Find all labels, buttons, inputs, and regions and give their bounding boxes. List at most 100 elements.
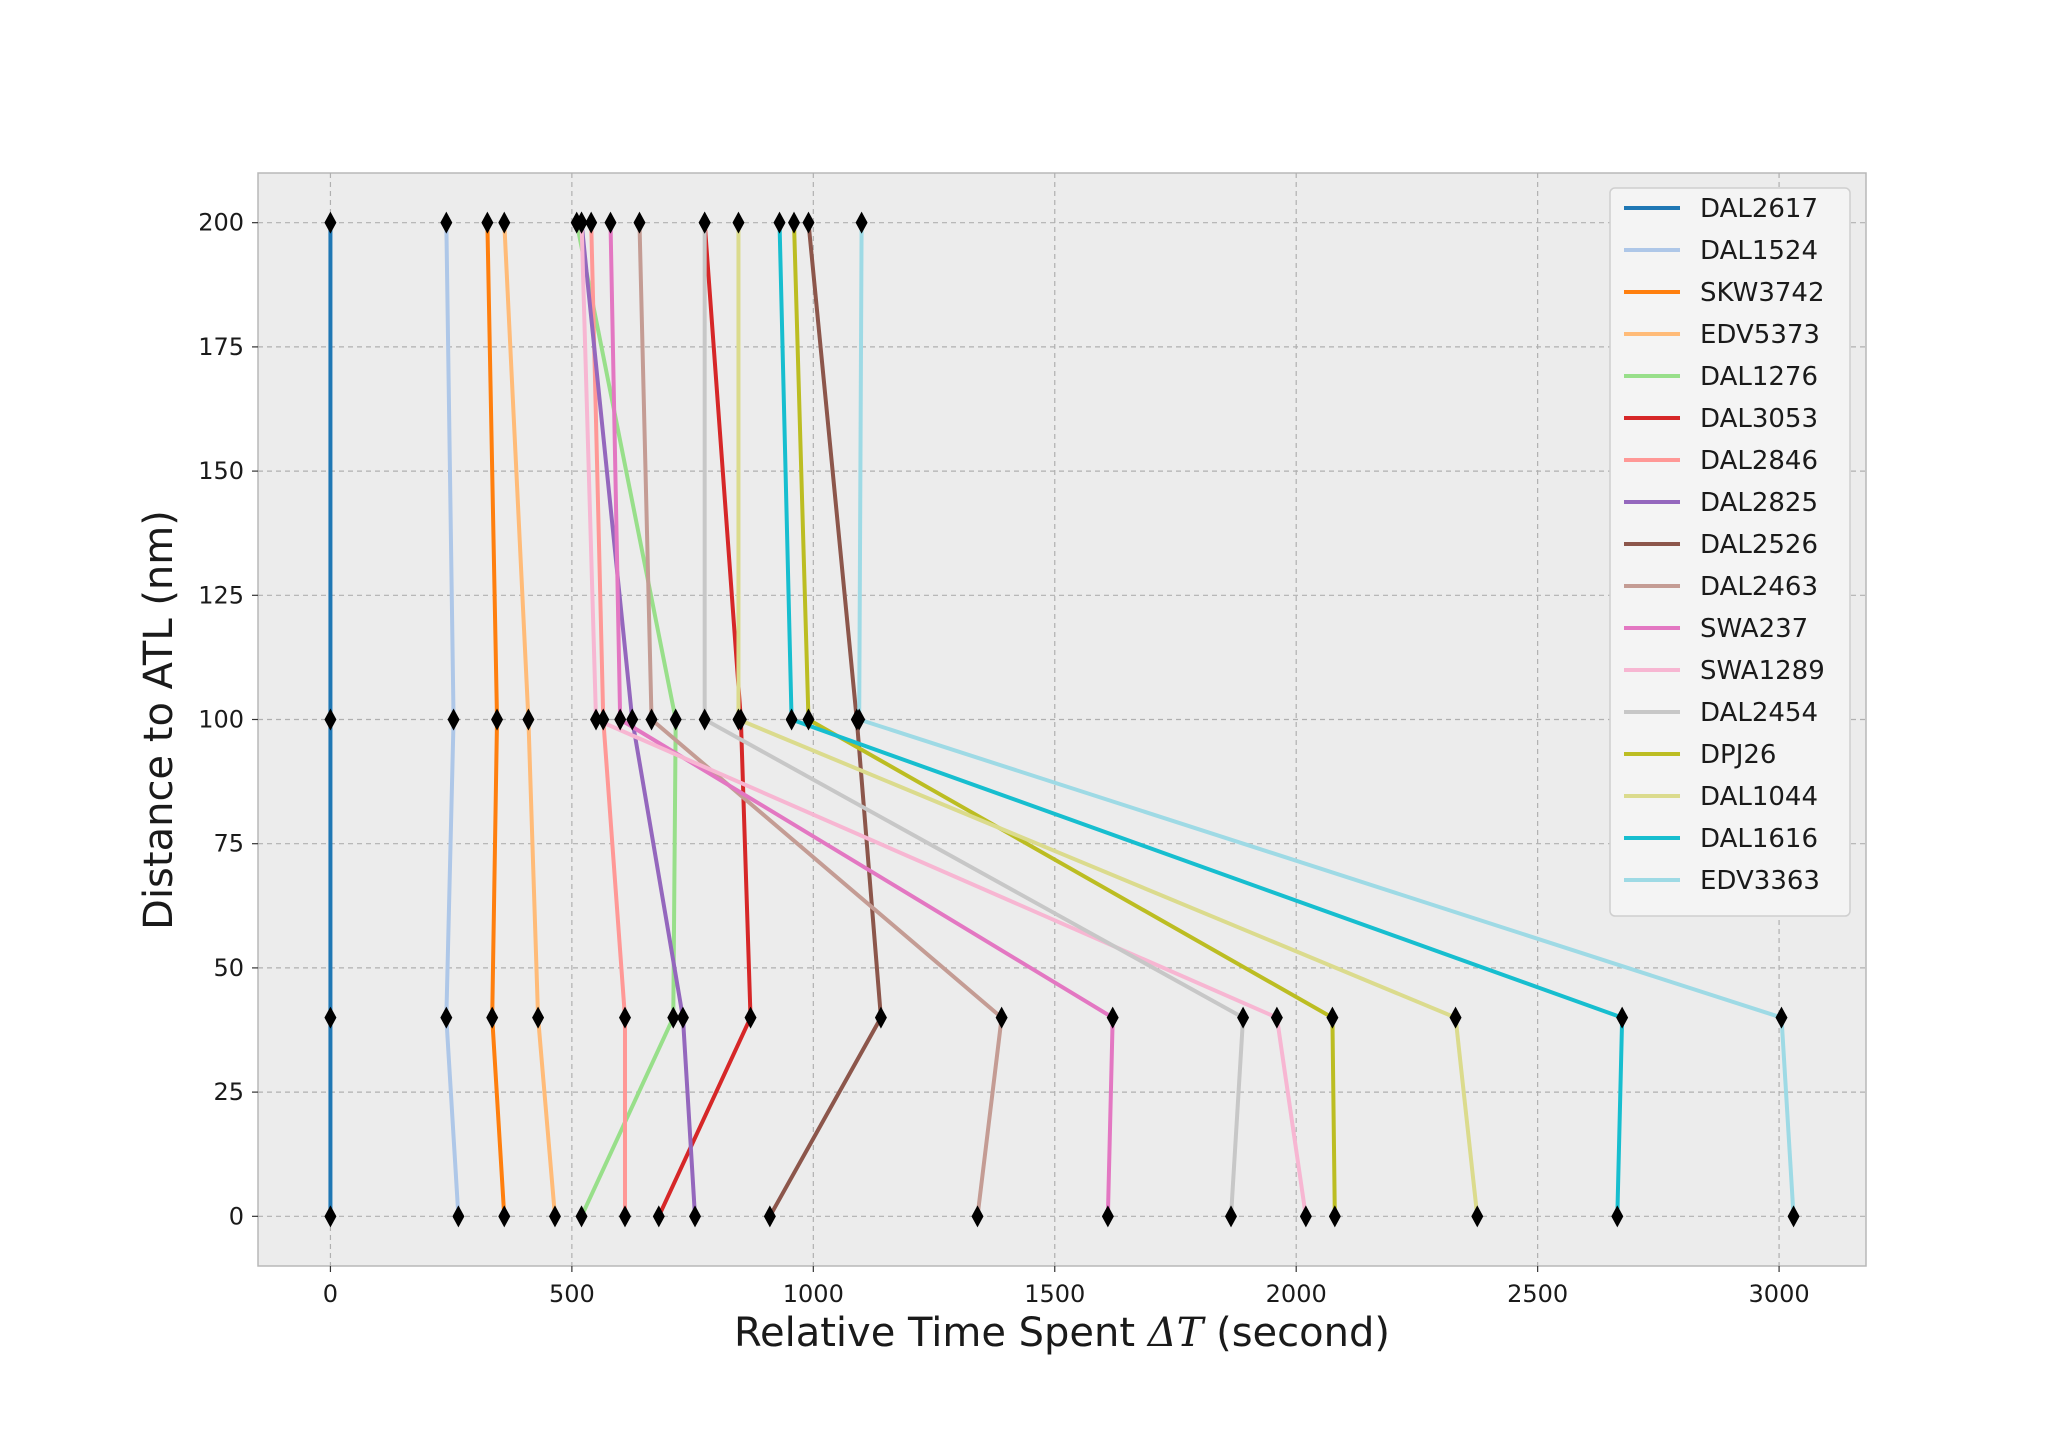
data-point-dal2454 (698, 211, 711, 234)
x-axis-label: Relative Time Spent ΔT (second) (734, 1310, 1390, 1356)
data-point-dal2846 (597, 708, 610, 731)
data-point-dal1044 (732, 211, 745, 234)
data-point-dal2463 (633, 211, 646, 234)
y-tick-label: 0 (229, 1202, 244, 1230)
data-point-dal2617 (324, 1006, 337, 1029)
data-point-dal2846 (618, 1205, 631, 1228)
x-tick-label: 1500 (1024, 1280, 1085, 1308)
data-point-edv3363 (855, 211, 868, 234)
data-point-skw3742 (498, 1205, 511, 1228)
data-point-skw3742 (481, 211, 494, 234)
data-point-dal1044 (732, 708, 745, 731)
data-point-dal2526 (874, 1006, 887, 1029)
data-point-skw3742 (486, 1006, 499, 1029)
x-tick-label: 2000 (1266, 1280, 1327, 1308)
legend-label: DPJ26 (1700, 740, 1776, 770)
legend-label: SWA237 (1700, 614, 1808, 644)
data-point-dal2617 (324, 708, 337, 731)
y-axis-label: Distance to ATL (nm) (136, 510, 182, 930)
series-line-swa1289 (579, 222, 1308, 1217)
y-axis-ticks: 0 25 50 75 100 125 150 175 200 (198, 209, 258, 1230)
data-point-dal2825 (689, 1205, 702, 1228)
legend-label: DAL2846 (1700, 446, 1818, 476)
series-line-edv3363 (857, 222, 1796, 1217)
data-point-dal1276 (667, 1006, 680, 1029)
data-point-dal1524 (447, 708, 460, 731)
data-point-dal1616 (1611, 1205, 1624, 1228)
y-tick-label: 25 (213, 1078, 244, 1106)
data-point-swa1289 (1299, 1205, 1312, 1228)
data-point-dal1276 (669, 708, 682, 731)
legend-frame (1609, 187, 1851, 917)
x-tick-label: 2500 (1507, 1280, 1568, 1308)
legend-label: DAL1276 (1700, 362, 1818, 392)
data-point-dal1044 (1449, 1006, 1462, 1029)
series-lines (328, 222, 1796, 1218)
data-point-dal1616 (1616, 1006, 1629, 1029)
x-tick-label: 3000 (1749, 1280, 1810, 1308)
data-point-dal2526 (763, 1205, 776, 1228)
data-point-swa237 (1106, 1006, 1119, 1029)
series-line-dal2454 (702, 222, 1246, 1217)
legend-label: DAL1044 (1700, 782, 1818, 812)
legend-label: SWA1289 (1700, 656, 1825, 686)
legend-label: DAL1616 (1700, 824, 1818, 854)
legend-label: SKW3742 (1700, 278, 1825, 308)
data-point-dal2617 (324, 211, 337, 234)
series-line-edv5373 (502, 222, 557, 1217)
legend-label: DAL2463 (1700, 572, 1818, 602)
x-tick-label: 500 (549, 1280, 595, 1308)
series-line-dal1524 (444, 222, 461, 1217)
data-point-dal3053 (652, 1205, 665, 1228)
data-point-dal1524 (440, 1006, 453, 1029)
series-line-dal2846 (589, 222, 627, 1217)
x-axis-ticks: 0 500 1000 1500 2000 2500 3000 (323, 1266, 1810, 1308)
legend-label: DAL2825 (1700, 488, 1818, 518)
y-tick-label: 50 (213, 954, 244, 982)
legend-label: EDV3363 (1700, 866, 1820, 896)
legend: DAL2617 DAL1524 SKW3742 EDV5373 DAL1276 DAL30… (1609, 187, 1851, 917)
data-point-dal2846 (585, 211, 598, 234)
data-point-edv3363 (1775, 1006, 1788, 1029)
x-axis-label-unit: (second) (1216, 1310, 1390, 1356)
y-tick-label: 175 (198, 333, 244, 361)
data-point-edv5373 (522, 708, 535, 731)
x-tick-label: 0 (323, 1280, 338, 1308)
legend-label: DAL3053 (1700, 404, 1818, 434)
series-line-dal2825 (579, 222, 698, 1217)
data-point-dal1276 (575, 1205, 588, 1228)
data-point-swa1289 (1270, 1006, 1283, 1029)
legend-label: DAL2454 (1700, 698, 1818, 728)
data-point-dal2463 (645, 708, 658, 731)
y-tick-label: 200 (198, 209, 244, 237)
data-point-dal2825 (676, 1006, 689, 1029)
data-point-dpj26 (1328, 1205, 1341, 1228)
data-point-dal2463 (971, 1205, 984, 1228)
data-point-dal2454 (1237, 1006, 1250, 1029)
data-point-dal1616 (785, 708, 798, 731)
data-point-edv3363 (1787, 1205, 1800, 1228)
data-point-dal2617 (324, 1205, 337, 1228)
data-point-dal2454 (1225, 1205, 1238, 1228)
data-point-swa1289 (575, 211, 588, 234)
data-point-dal3053 (744, 1006, 757, 1029)
data-point-skw3742 (491, 708, 504, 731)
series-line-dal1044 (736, 222, 1480, 1217)
data-point-dal2463 (995, 1006, 1008, 1029)
data-point-dal2454 (698, 708, 711, 731)
data-point-dal1524 (440, 211, 453, 234)
data-point-edv3363 (853, 708, 866, 731)
data-point-swa237 (604, 211, 617, 234)
series-line-dal1616 (777, 222, 1625, 1217)
data-point-dal2846 (618, 1006, 631, 1029)
data-point-swa237 (614, 708, 627, 731)
legend-label: DAL1524 (1700, 236, 1818, 266)
data-point-edv5373 (532, 1006, 545, 1029)
series-line-dal1276 (574, 222, 678, 1218)
y-tick-label: 75 (213, 830, 244, 858)
legend-label: DAL2526 (1700, 530, 1818, 560)
y-tick-label: 150 (198, 457, 244, 485)
data-point-dal2825 (626, 708, 639, 731)
series-line-dpj26 (792, 222, 1337, 1217)
